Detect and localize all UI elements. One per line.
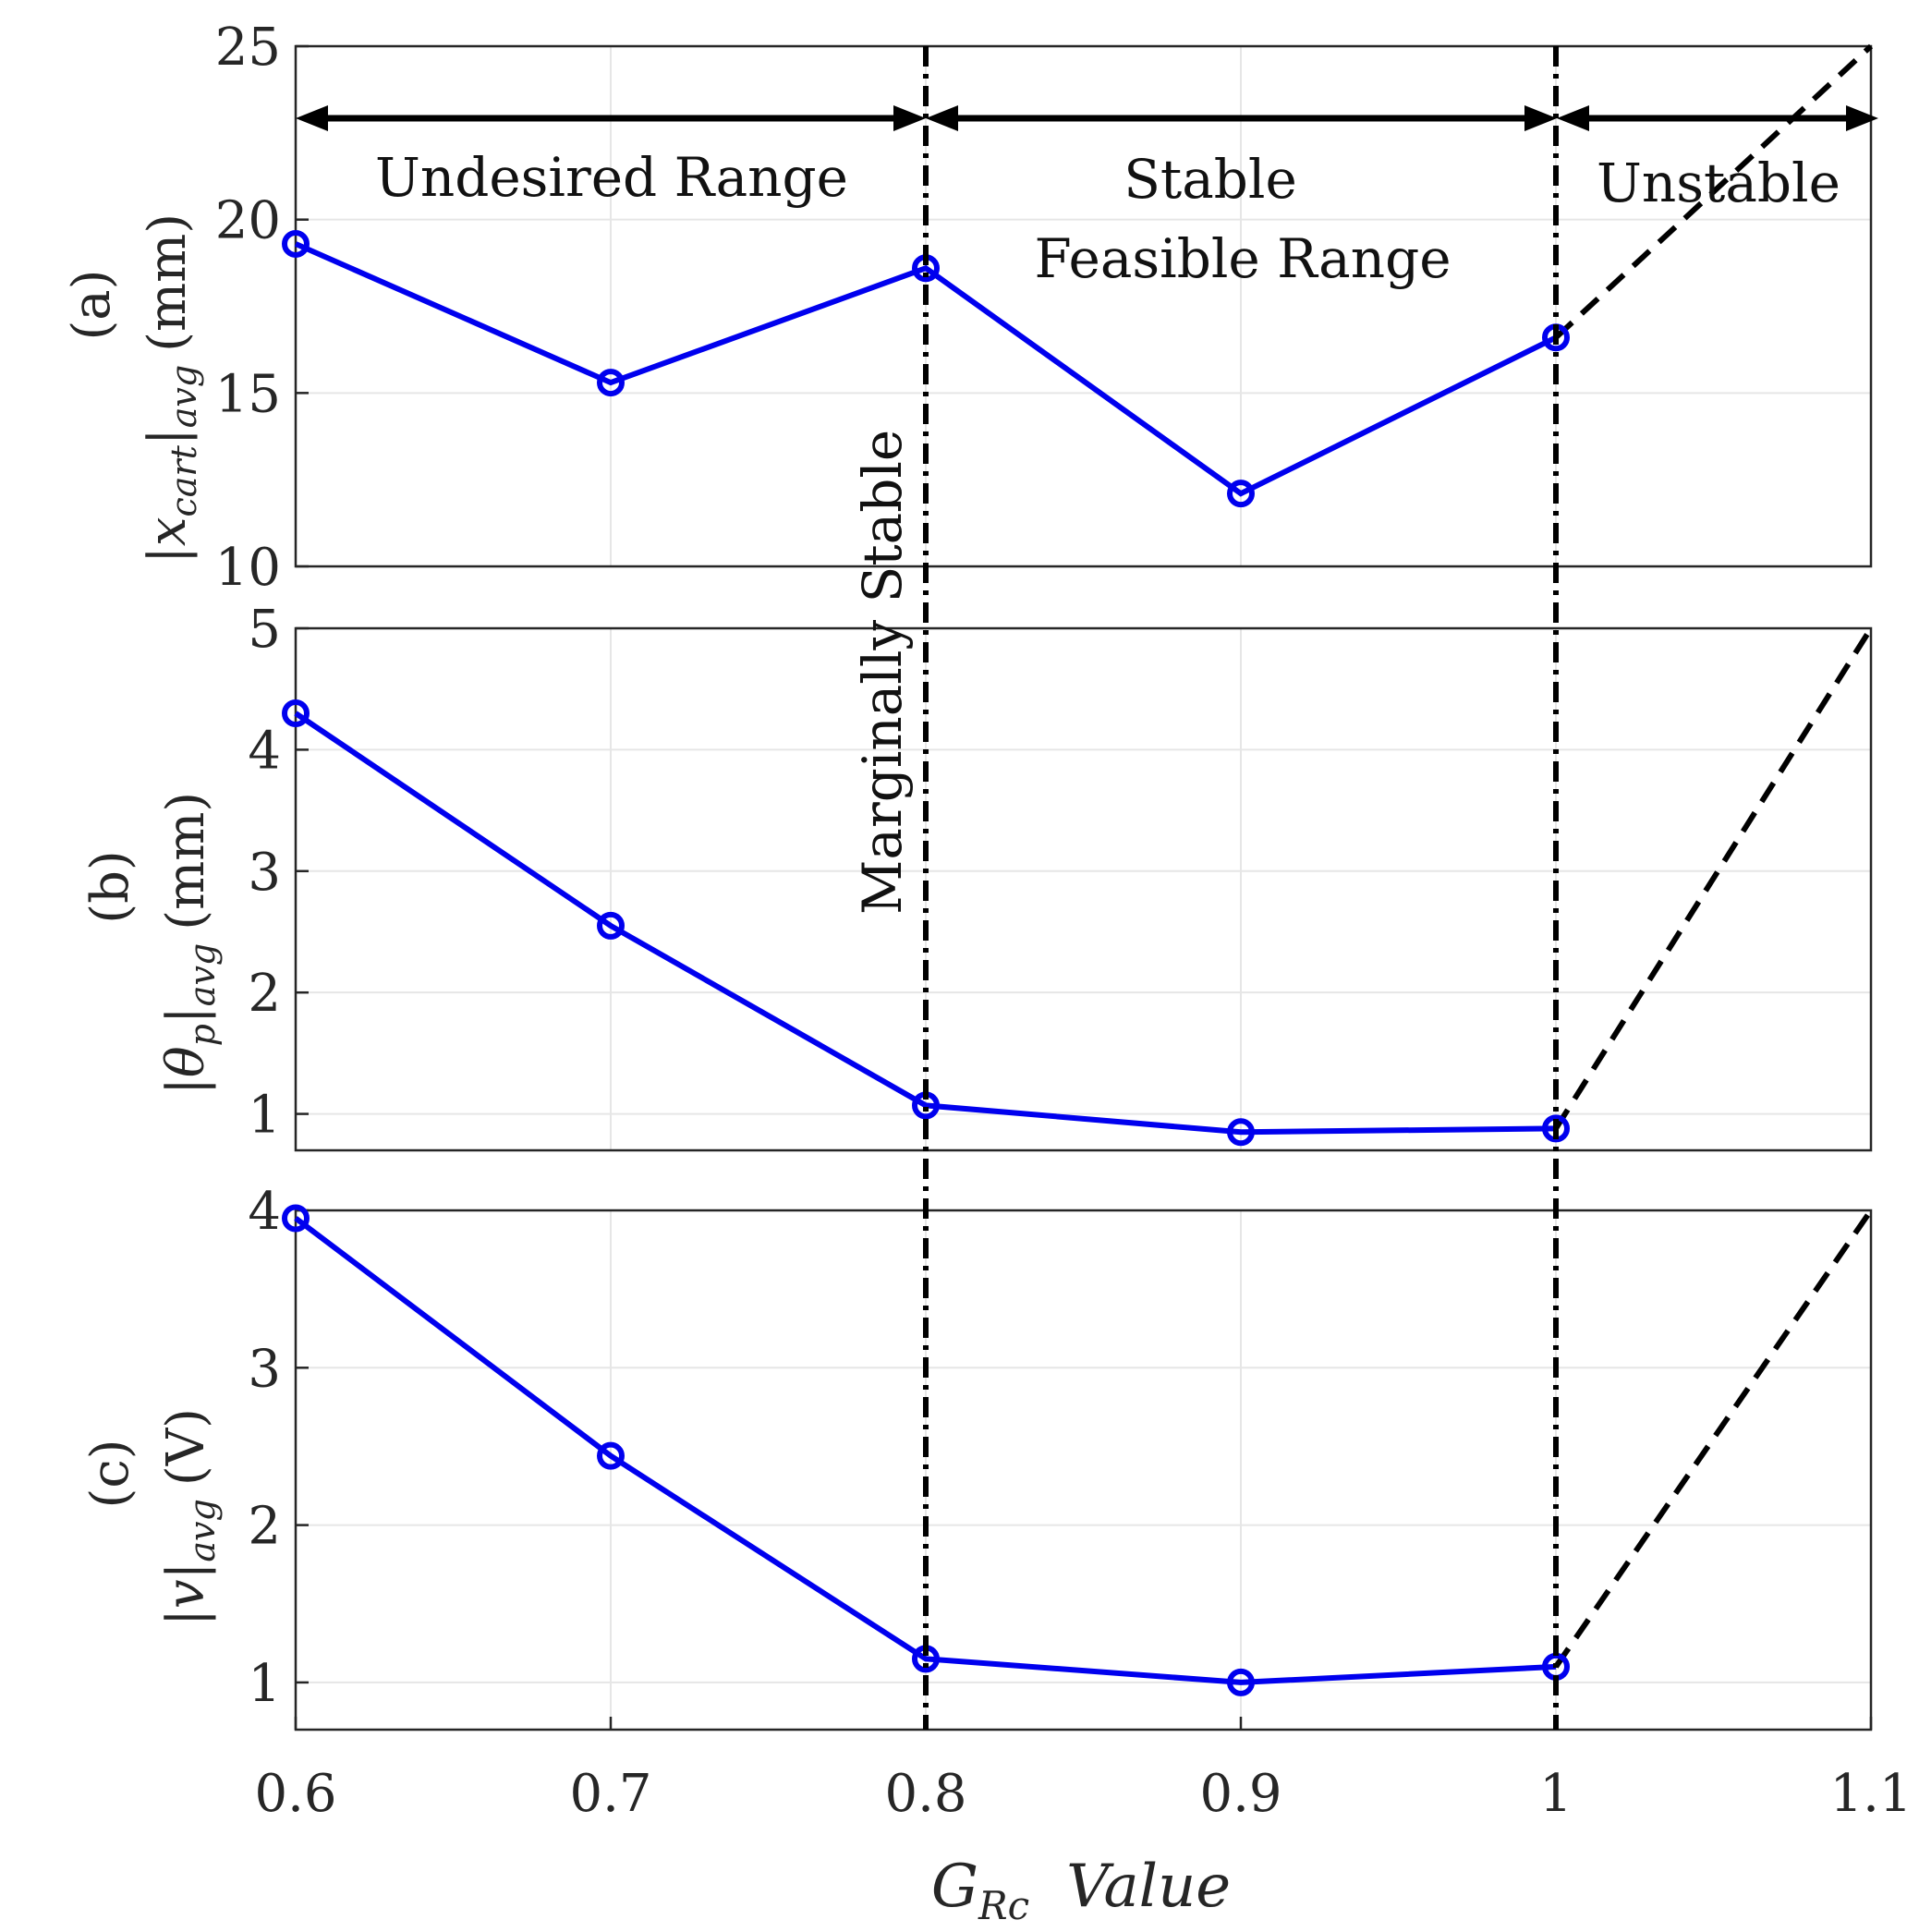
panel-b-y-label: |θp|avg(mm) [156,792,223,1095]
panel-a-y-tick-label: 20 [215,191,281,251]
panel-a-y-tick-label: 15 [215,364,281,424]
panel-c-data-point [597,1441,625,1470]
panel-a-ylabel-bar-right: | [138,428,198,445]
annotation-undesired-range: Undesired Range [375,146,848,209]
panel-a-data-point [597,369,625,397]
x-axis-label-sub: Rc [978,1883,1029,1928]
arrowhead-unstable-left [1557,105,1589,131]
panel-c-y-tick-labels: 1 2 3 4 [248,1182,281,1714]
panel-c-unstable-projection [1553,1209,1874,1669]
panel-a-ylabel-var: x [138,517,198,547]
panel-c-ylabel-bar-left: | [156,1609,216,1626]
arrowhead-stable-left [926,105,958,131]
panel-b-ylabel-bar-left: | [156,1077,216,1095]
panel-b-series [282,626,1874,1147]
panel-c-ylabel-var: v [156,1579,216,1609]
panel-b-label: (b) [80,850,140,924]
panel-b-ylabel-unit: (mm) [156,792,216,930]
x-tick-label: 0.7 [569,1764,651,1824]
x-tick-label: 1 [1539,1764,1573,1824]
stability-boundaries [923,46,1559,1730]
x-tick-label: 0.9 [1199,1764,1281,1824]
panel-b-data-point [282,699,310,727]
panel-c-y-tick-label: 2 [248,1497,281,1557]
x-tick-label: 1.1 [1829,1764,1912,1824]
panel-b-data-point [1227,1118,1255,1147]
x-axis-label-main: G [931,1853,978,1921]
x-tick-label: 0.8 [884,1764,966,1824]
panel-c-label: (c) [80,1439,140,1508]
panel-a-series-line [294,241,1558,497]
panel-b-grid [295,626,1872,1150]
panel-c-y-tick-label: 1 [248,1654,281,1714]
x-tick-label: 0.6 [254,1764,336,1824]
annotation-stable: Stable [1123,148,1297,211]
panel-c-y-tick-label: 4 [248,1182,281,1242]
panel-c-y-label: |v|avg(V) [156,1408,223,1626]
panel-a-axes [294,44,1873,568]
x-axis-label: GRc Value [931,1853,1231,1928]
panel-a-ylabel-sub: cart [164,444,204,516]
panel-b-ylabel-avg: avg [182,943,223,1006]
panel-a-y-tick-label: 25 [215,18,281,78]
panel-b-axes [294,626,1873,1152]
arrowhead-undesired-left [296,105,328,131]
panel-b-y-tick-label: 4 [248,721,281,781]
x-tick-labels: 0.6 0.7 0.8 0.9 1 1.1 [254,1717,1913,1824]
panel-b-y-tick-label: 1 [248,1086,281,1146]
panel-c-axes [294,1209,1873,1732]
panel-b-unstable-projection [1553,626,1874,1130]
panel-b-y-tick-label: 2 [248,964,281,1024]
panel-b-data-point [597,911,625,940]
panel-c-series [282,1204,1874,1696]
arrowhead-unstable-right [1846,105,1878,131]
arrowhead-undesired-right [893,105,926,131]
panel-c-ylabel-sub: avg [182,1499,223,1561]
panel-a-grid [295,44,1872,568]
panel-c-series-line [294,1216,1557,1685]
panel-b-y-tick-label: 5 [248,600,281,660]
panel-c-data-point [282,1204,310,1233]
annotation-marginally-stable: Marginally Stable [851,430,914,915]
panel-a-unstable-projection [1553,43,1874,340]
panel-b-ylabel-bar-right: | [156,1006,216,1024]
annotation-feasible-range: Feasible Range [1034,227,1451,290]
panel-a-ylabel-unit: (mm) [138,213,198,352]
panel-b-data-point [1542,1114,1570,1143]
panel-a-data-point [1227,480,1255,508]
panel-a-y-label: |xcart|avg(mm) [138,213,204,564]
panel-a-label: (a) [62,269,122,340]
panel-c-ylabel-unit: (V) [156,1408,216,1486]
panel-c-grid [295,1209,1872,1730]
panel-a-ylabel-avg: avg [164,365,204,428]
panel-b-y-tick-labels: 1 2 3 4 5 [248,600,281,1146]
panel-c-ylabel-bar-right: | [156,1562,216,1580]
panel-b-ylabel-sub: p [182,1024,223,1046]
panel-a-y-tick-label: 10 [215,538,281,598]
panel-a-ylabel-bar-left: | [138,546,198,564]
annotation-unstable: Unstable [1597,152,1840,214]
panel-a-series [282,43,1874,508]
panel-a-y-tick-labels: 10 15 20 25 [215,18,281,598]
panel-a-data-point [282,229,310,258]
x-axis-label-rest: Value [1066,1853,1231,1921]
panel-b-y-tick-label: 3 [248,843,281,903]
panel-b-ylabel-var: θ [156,1046,216,1077]
panel-b-series-line [294,711,1557,1136]
panel-c-data-point [1227,1668,1255,1696]
arrowhead-stable-right [1524,105,1557,131]
panel-c-y-tick-label: 3 [248,1339,281,1399]
range-arrows [296,105,1878,131]
